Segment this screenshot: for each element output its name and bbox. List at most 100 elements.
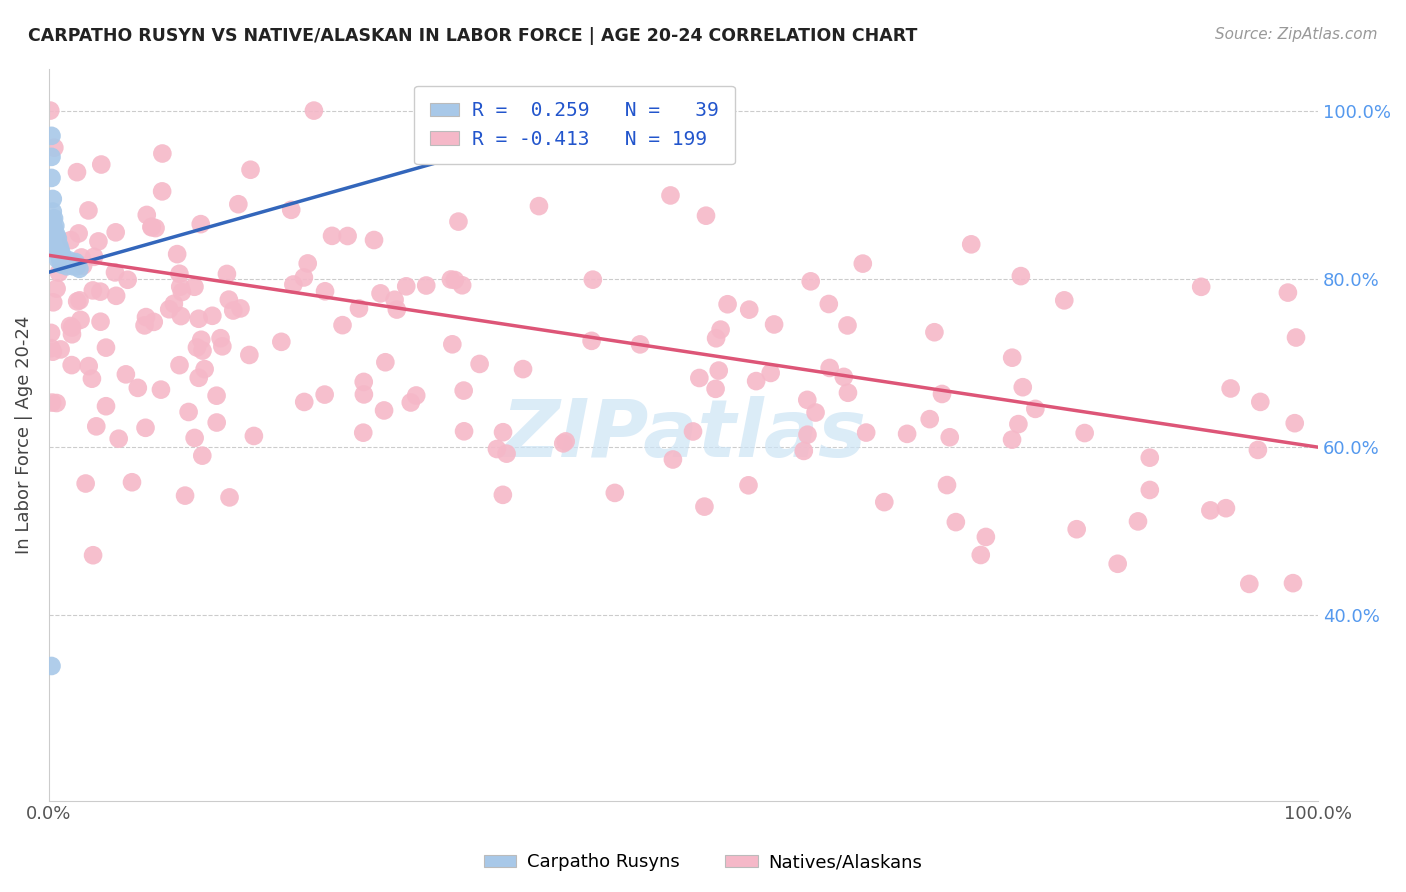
Point [707, 363, 730, 377]
Point [82, 548, 104, 562]
Point [302, 103, 325, 118]
Point [938, 430, 960, 444]
Point [145, 221, 167, 235]
Point [45, 238, 67, 252]
Point [1007, 417, 1029, 431]
Point [1239, 577, 1261, 591]
Point [399, 395, 422, 409]
Point [45, 396, 67, 410]
Legend: R =  0.259   N =   39, R = -0.413   N = 199: R = 0.259 N = 39, R = -0.413 N = 199 [413, 86, 735, 164]
Point [44, 141, 66, 155]
Point [554, 434, 576, 449]
Point [51, 258, 73, 272]
Point [49, 343, 72, 357]
Point [738, 302, 761, 317]
Point [77, 359, 100, 373]
Point [187, 311, 209, 326]
Point [66, 260, 89, 274]
Point [166, 247, 188, 261]
Point [974, 530, 997, 544]
Point [628, 337, 651, 351]
Point [90, 315, 112, 329]
Point [49, 253, 72, 268]
Point [41, 659, 63, 673]
Point [222, 303, 245, 318]
Point [48, 238, 70, 252]
Point [58, 253, 80, 268]
Point [186, 341, 208, 355]
Point [415, 278, 437, 293]
Point [659, 188, 682, 202]
Point [70, 251, 93, 265]
Point [42, 295, 65, 310]
Point [229, 301, 252, 316]
Point [374, 355, 396, 369]
Point [183, 279, 205, 293]
Point [65, 255, 87, 269]
Point [453, 425, 475, 439]
Point [283, 277, 305, 292]
Point [373, 403, 395, 417]
Point [441, 337, 464, 351]
Point [924, 325, 946, 339]
Point [818, 360, 841, 375]
Point [169, 358, 191, 372]
Point [218, 293, 240, 307]
Point [149, 383, 172, 397]
Point [447, 214, 470, 228]
Point [759, 366, 782, 380]
Point [1011, 380, 1033, 394]
Point [1107, 557, 1129, 571]
Point [1189, 280, 1212, 294]
Point [581, 334, 603, 348]
Point [49, 243, 72, 257]
Point [60, 320, 83, 334]
Point [688, 371, 710, 385]
Point [45, 228, 67, 243]
Point [1247, 442, 1270, 457]
Text: Source: ZipAtlas.com: Source: ZipAtlas.com [1215, 27, 1378, 42]
Point [55, 257, 77, 271]
Point [1139, 483, 1161, 497]
Point [492, 425, 515, 440]
Point [94, 399, 117, 413]
Point [141, 219, 163, 234]
Point [1073, 425, 1095, 440]
Point [39, 326, 62, 340]
Point [211, 339, 233, 353]
Point [201, 309, 224, 323]
Point [191, 449, 214, 463]
Point [170, 285, 193, 299]
Point [695, 209, 717, 223]
Point [44, 240, 66, 254]
Point [796, 392, 818, 407]
Point [918, 412, 941, 426]
Point [970, 548, 993, 562]
Point [353, 387, 375, 401]
Point [94, 341, 117, 355]
Point [662, 452, 685, 467]
Point [440, 272, 463, 286]
Point [117, 273, 139, 287]
Point [704, 331, 727, 345]
Y-axis label: In Labor Force | Age 20-24: In Labor Force | Age 20-24 [15, 316, 32, 554]
Point [183, 431, 205, 445]
Point [107, 432, 129, 446]
Point [321, 228, 343, 243]
Point [87, 235, 110, 249]
Point [89, 285, 111, 299]
Point [582, 273, 605, 287]
Point [135, 310, 157, 324]
Point [384, 293, 406, 307]
Point [800, 274, 823, 288]
Point [1282, 576, 1305, 591]
Point [104, 265, 127, 279]
Point [52, 251, 75, 265]
Point [141, 220, 163, 235]
Text: CARPATHO RUSYN VS NATIVE/ALASKAN IN LABOR FORCE | AGE 20-24 CORRELATION CHART: CARPATHO RUSYN VS NATIVE/ALASKAN IN LABO… [28, 27, 918, 45]
Point [1024, 401, 1046, 416]
Point [69, 293, 91, 308]
Point [603, 486, 626, 500]
Point [804, 405, 827, 419]
Point [55, 260, 77, 274]
